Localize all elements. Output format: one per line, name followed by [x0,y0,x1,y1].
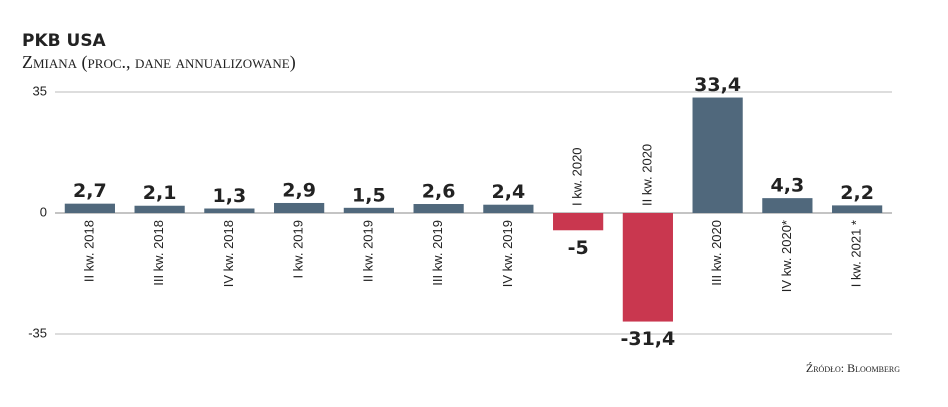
value-label: 2,9 [282,179,316,201]
x-tick-label: II kw. 2019 [360,220,375,282]
y-tick-label: 35 [33,83,47,98]
bar [64,203,115,213]
x-tick-label: I kw. 2020 [570,147,585,206]
value-label: 2,4 [492,181,526,203]
bar [762,198,813,213]
bar [204,208,255,213]
value-label: 4,3 [771,175,805,197]
bar [553,213,604,231]
bar [274,202,325,213]
x-tick-label: II kw. 2020 [639,144,654,206]
bar [413,204,464,213]
x-tick-label: I kw. 2019 [291,220,306,279]
bar [483,204,534,213]
value-label: 2,2 [840,182,874,204]
bar [343,207,394,213]
x-tick-label: III kw. 2020 [709,220,724,286]
y-tick-label: 0 [40,204,47,219]
value-label: 1,5 [352,184,386,206]
bar [832,205,883,213]
chart-subtitle: Zmiana (proc., dane annualizowane) [22,52,296,73]
x-tick-label: II kw. 2018 [81,220,96,282]
bar [134,205,185,213]
x-tick-label: III kw. 2019 [430,220,445,286]
value-label: 2,7 [73,180,107,202]
x-tick-label: IV kw. 2020* [779,220,794,292]
value-label: -31,4 [620,328,675,350]
value-label: 2,6 [422,181,456,203]
bar [692,97,743,213]
value-label: -5 [568,237,589,259]
x-tick-label: IV kw. 2019 [500,220,515,287]
bar [622,213,673,322]
x-tick-label: III kw. 2018 [151,220,166,286]
x-tick-label: IV kw. 2018 [221,220,236,287]
x-tick-label: I kw. 2021 * [849,220,864,287]
source: Źródło: Bloomberg [806,361,900,375]
chart-title: PKB USA [22,31,107,51]
value-label: 1,3 [213,185,247,207]
value-label: 33,4 [694,74,741,96]
value-label: 2,1 [143,182,177,204]
y-tick-label: -35 [28,325,47,340]
